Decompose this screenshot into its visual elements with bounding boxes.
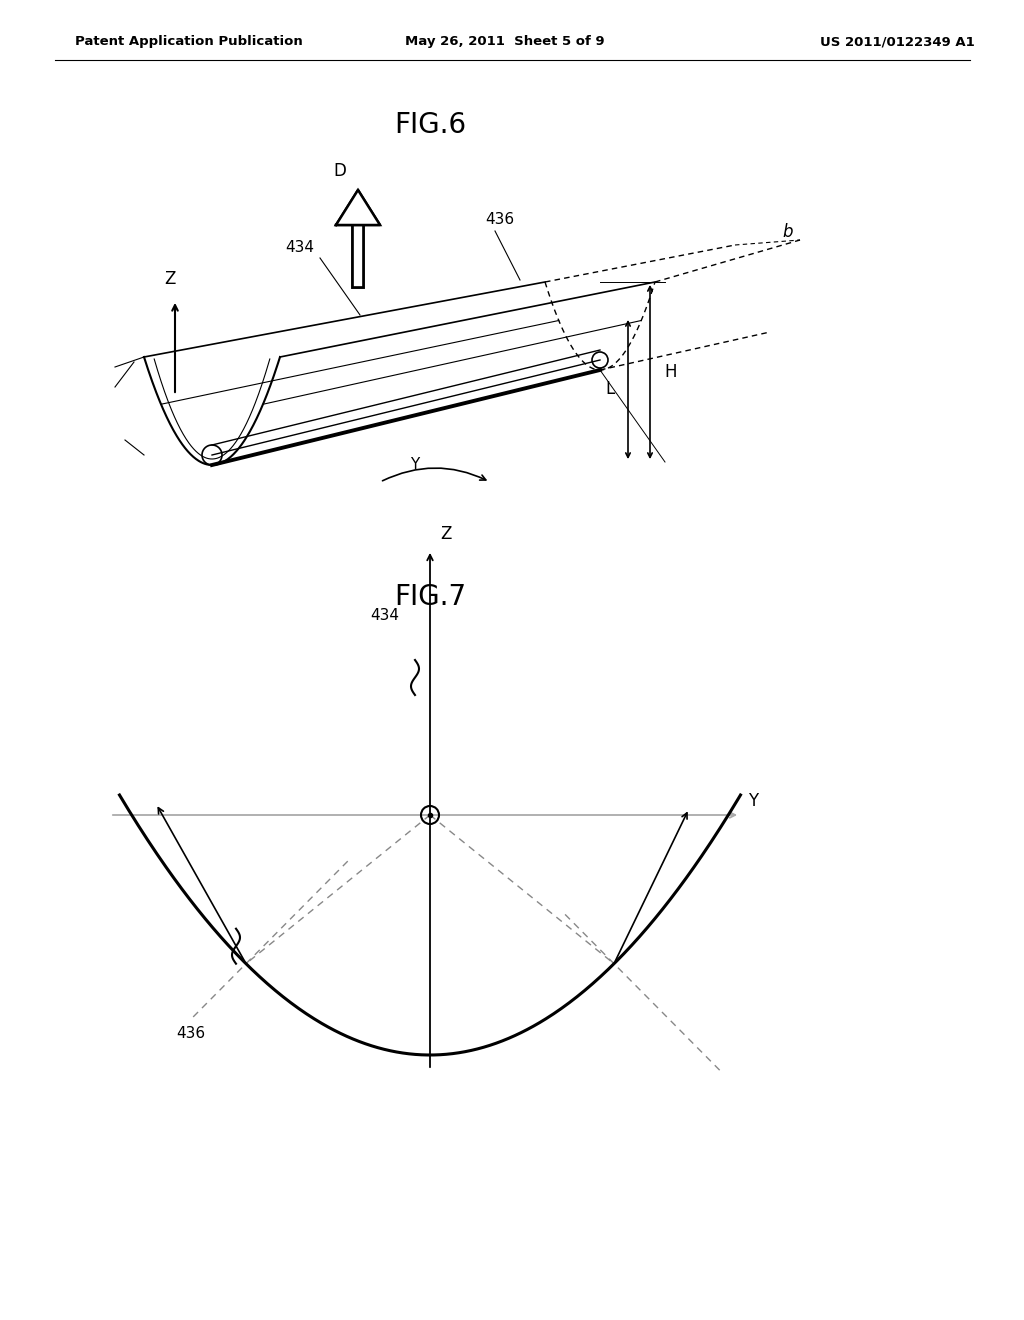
Polygon shape	[336, 190, 380, 224]
Text: 436: 436	[176, 1026, 206, 1041]
Text: Y: Y	[748, 792, 758, 810]
Text: L: L	[606, 380, 615, 399]
Text: 436: 436	[485, 213, 515, 227]
Text: FIG.6: FIG.6	[394, 111, 466, 139]
Text: H: H	[664, 363, 677, 381]
Text: Z: Z	[164, 271, 176, 288]
Text: 434: 434	[286, 240, 314, 256]
Text: D: D	[334, 162, 346, 180]
Text: Y: Y	[411, 457, 420, 473]
Text: b: b	[782, 223, 794, 242]
Text: US 2011/0122349 A1: US 2011/0122349 A1	[820, 36, 975, 49]
Text: Z: Z	[440, 525, 452, 543]
Text: 434: 434	[371, 607, 399, 623]
Text: Patent Application Publication: Patent Application Publication	[75, 36, 303, 49]
Text: FIG.7: FIG.7	[394, 583, 466, 611]
Text: May 26, 2011  Sheet 5 of 9: May 26, 2011 Sheet 5 of 9	[406, 36, 604, 49]
